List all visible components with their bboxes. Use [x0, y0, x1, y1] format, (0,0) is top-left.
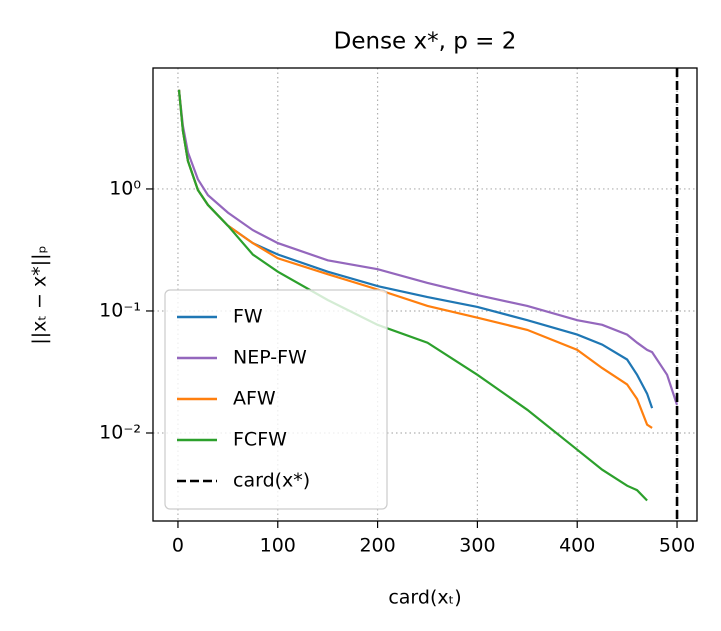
x-tick-label: 0	[172, 535, 184, 557]
x-tick-label: 300	[459, 535, 495, 557]
x-tick-label: 400	[559, 535, 595, 557]
x-tick-label: 200	[359, 535, 395, 557]
legend-label: FW	[233, 306, 263, 328]
x-tick-label: 500	[659, 535, 695, 557]
legend-label: card(x*)	[233, 470, 310, 492]
chart-title: Dense x*, p = 2	[334, 29, 517, 55]
legend-label: AFW	[233, 388, 276, 410]
y-tick-label: 10⁻¹	[99, 299, 141, 321]
line-series	[177, 89, 679, 406]
y-tick-label: 10⁻²	[99, 421, 141, 443]
y-tick-label: 10⁰	[109, 177, 141, 199]
x-tick-label: 100	[260, 535, 296, 557]
plot-frame	[152, 67, 698, 522]
legend-label: NEP-FW	[233, 347, 307, 369]
x-axis-label: card(xₜ)	[388, 587, 461, 609]
legend-label: FCFW	[233, 429, 287, 451]
legend-box	[164, 289, 388, 510]
y-axis-label: ||xₜ − x*||ₚ	[29, 245, 51, 344]
